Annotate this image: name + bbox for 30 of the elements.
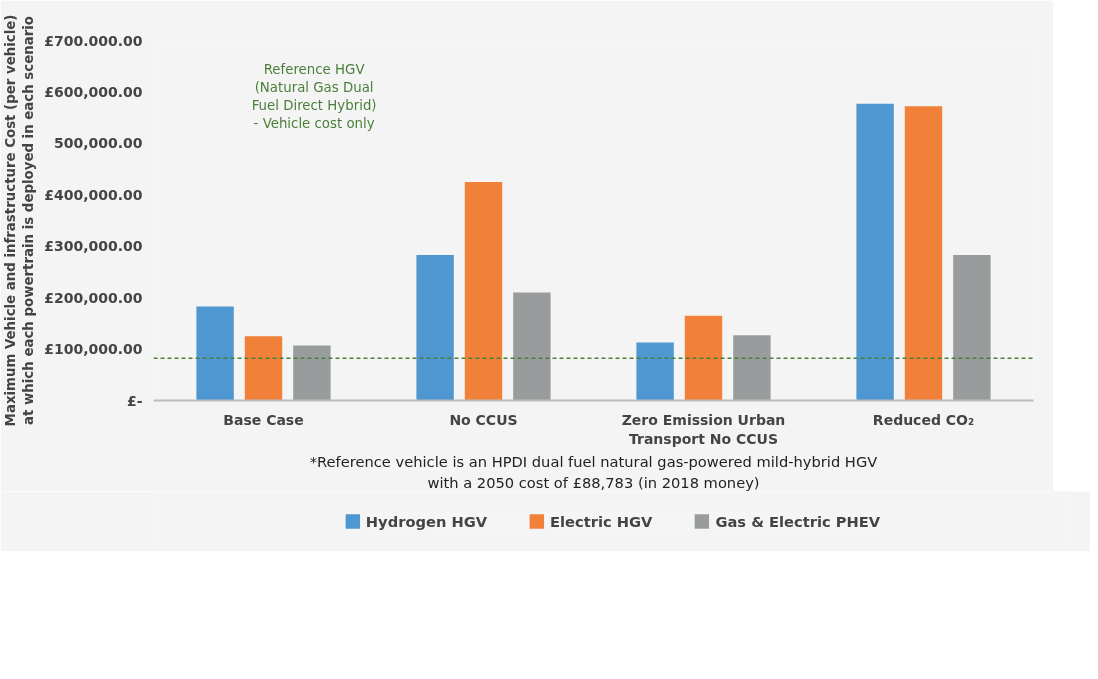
bar [513,292,551,401]
y-tick-label: £200,000.00 [44,289,143,306]
bar [464,181,503,401]
bar [684,315,723,401]
y-tick-label: 500,000.00 [53,135,143,152]
y-tick-label: £700.000.00 [44,32,143,49]
y-tick-label: £600,000.00 [44,83,143,100]
x-tick-label: Base Case [223,411,304,428]
x-tick-label: No CCUS [449,411,518,428]
y-tick-label: £300,000.00 [44,238,143,255]
bar [636,342,674,401]
x-tick-label: Reduced CO₂ [872,411,975,428]
text: *Reference vehicle is an HPDI dual fuel natural gas-powered mild-hybrid HGV with a 2050 cost of £88,783 (in 2018 money) [309,452,878,491]
bar [416,254,454,401]
legend-label: Electric HGV [550,512,653,530]
y-tick-label: £400,000.00 [44,186,143,203]
x-tick-label: Zero Emission Urban Transport No CCUS [621,411,786,447]
legend-label: Hydrogen HGV [365,512,488,530]
bar [904,106,943,401]
bar [856,103,894,401]
bar [953,254,991,401]
bar [196,306,234,401]
legend-label: Gas & Electric PHEV [715,512,881,530]
bar [733,335,771,401]
y-axis-title: Maximum Vehicle and infrastructure Cost (per vehicle) at which each powertrain is deployed in each scenario [3,14,37,427]
ref-line-label: Reference HGV (Natural Gas Dual Fuel Direct Hybrid) - Vehicle cost only [251,62,377,132]
bar [293,345,331,401]
y-tick-label: £100,000.00 [44,341,143,358]
bar [244,336,283,401]
y-tick-label: £- [126,392,143,409]
